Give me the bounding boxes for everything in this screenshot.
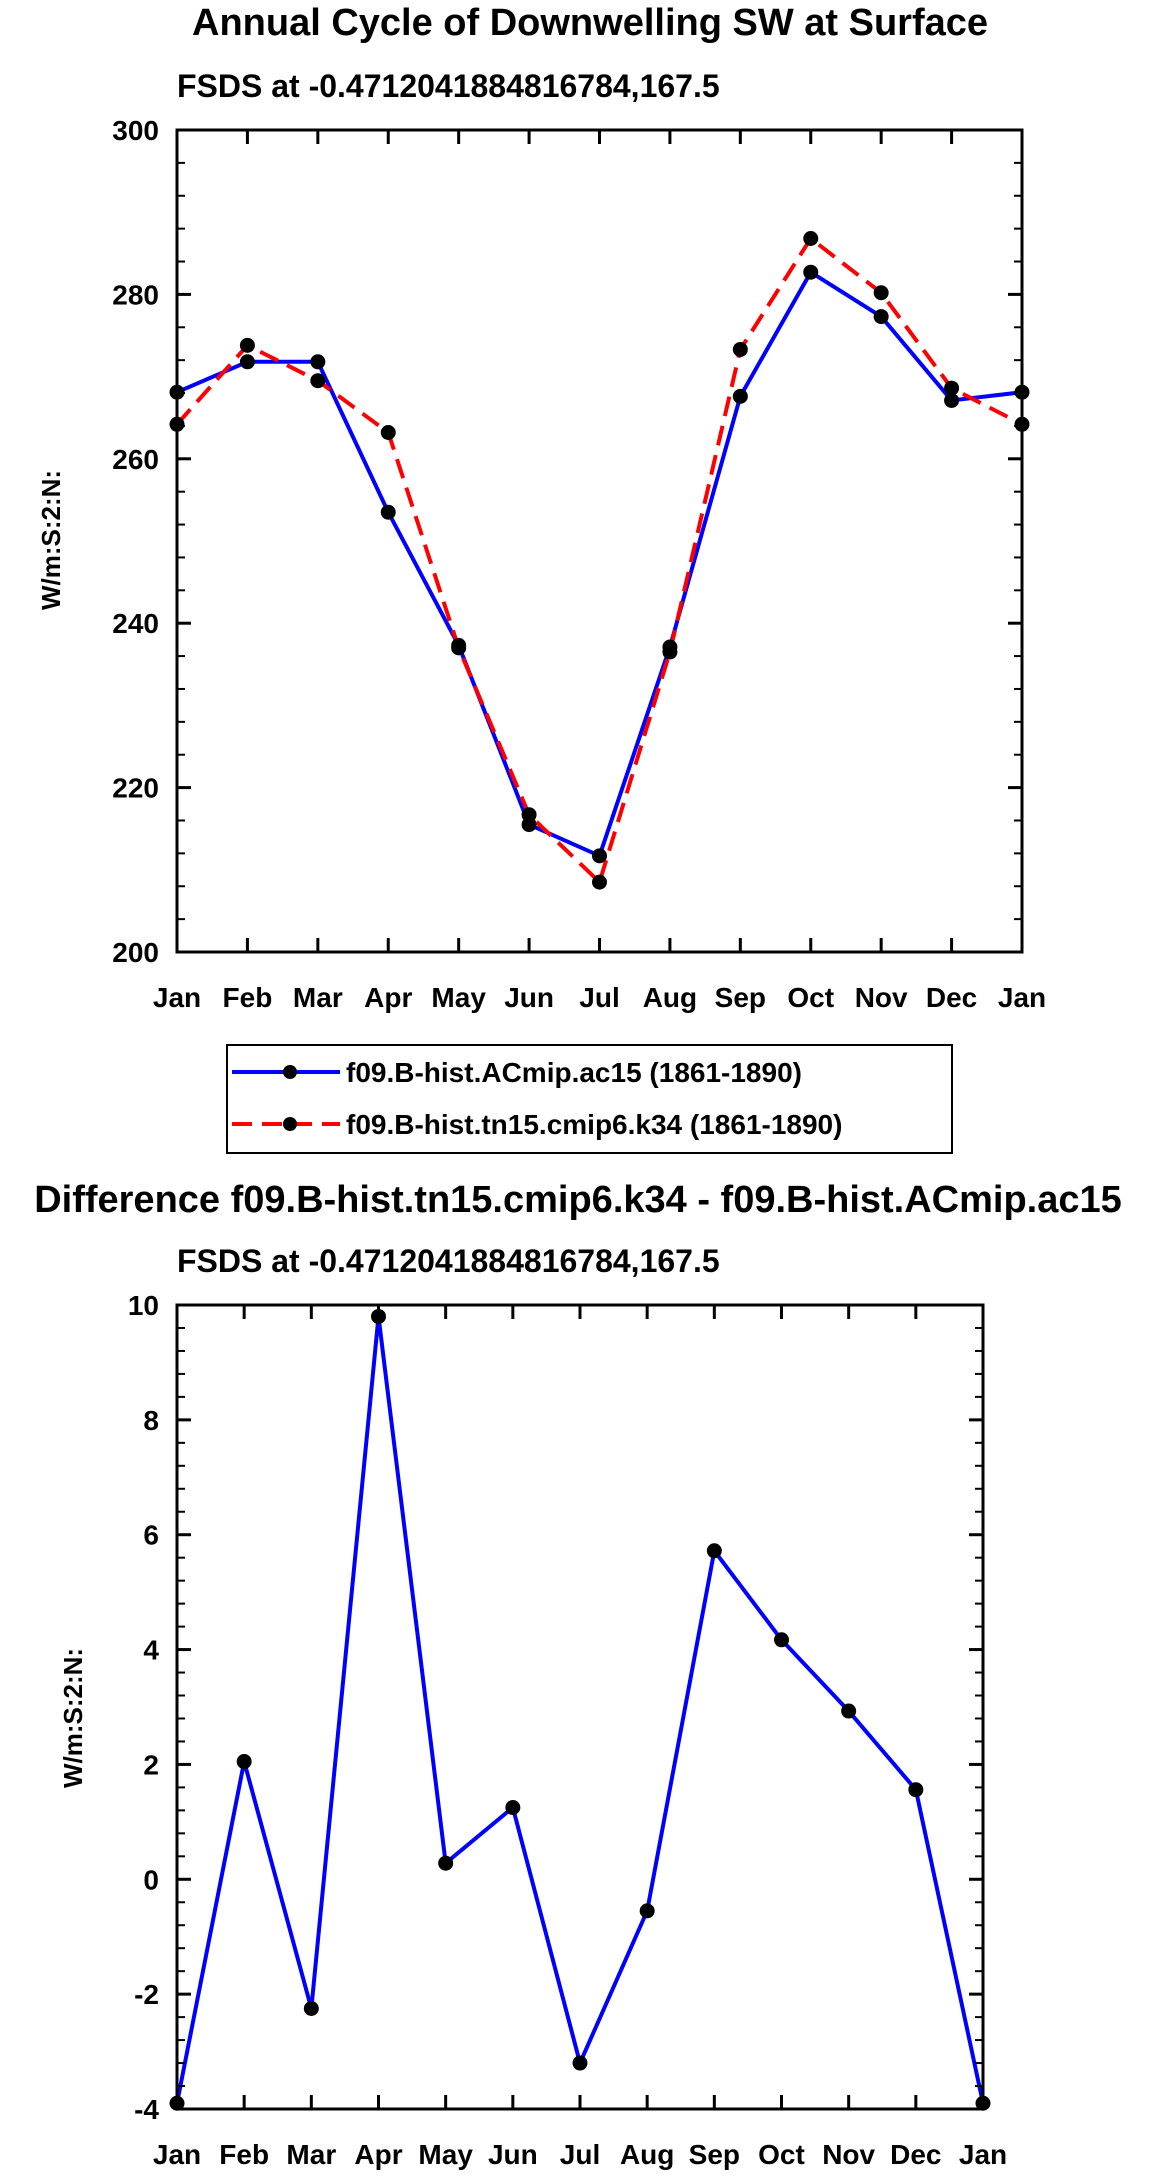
chart2-y-tick-label: 4 <box>143 1635 159 1666</box>
chart1-x-tick-label: Oct <box>787 982 834 1013</box>
chart2-plot-frame <box>175 1303 985 2111</box>
chart2-x-tick-label: Nov <box>822 2139 875 2170</box>
chart1-x-tick-label: Jan <box>153 982 201 1013</box>
legend-label-series2: f09.B-hist.tn15.cmip6.k34 (1861-1890) <box>346 1109 842 1140</box>
chart2-x-tick-label: Jul <box>560 2139 600 2170</box>
chart1-series1-point <box>732 388 748 404</box>
chart1-x-tick-label: Aug <box>643 982 697 1013</box>
chart2-series1-point <box>572 2055 588 2071</box>
chart1-series1-point <box>239 354 255 370</box>
chart1-y-tick-label: 260 <box>112 444 159 475</box>
chart2-y-tick-label: 6 <box>143 1520 159 1551</box>
chart1-y-tick-label: 240 <box>112 608 159 639</box>
chart2-y-axis-label: W/m:S:2:N: <box>58 1648 88 1788</box>
chart2-title: Difference f09.B-hist.tn15.cmip6.k34 - f… <box>34 1179 1122 1221</box>
chart1-series2-point <box>944 380 960 396</box>
chart1-x-tick-label: Dec <box>926 982 977 1013</box>
chart1-y-axis-label: W/m:S:2:N: <box>36 470 66 610</box>
chart2-x-tick-label: Jan <box>153 2139 201 2170</box>
chart2-series1-point <box>706 1543 722 1559</box>
chart2-series1-point <box>639 1903 655 1919</box>
chart1-x-tick-label: Nov <box>855 982 908 1013</box>
chart2-x-tick-label: Aug <box>620 2139 674 2170</box>
chart1-series2-point <box>380 424 396 440</box>
chart1-x-tick-label: Apr <box>364 982 412 1013</box>
chart1-title: Annual Cycle of Downwelling SW at Surfac… <box>192 2 988 44</box>
chart2-y-tick-label: 0 <box>143 1864 159 1895</box>
chart1-x-tick-label: Jan <box>998 982 1046 1013</box>
chart1-y-tick-label: 200 <box>112 937 159 968</box>
chart1-series2-point <box>803 231 819 247</box>
chart1-series1-point <box>873 309 889 325</box>
chart1-series2-point <box>310 373 326 389</box>
difference-chart: Difference f09.B-hist.tn15.cmip6.k34 - f… <box>34 1179 1122 2170</box>
chart2-y-tick-label: 2 <box>143 1749 159 1780</box>
chart1-plot-frame <box>175 128 1024 954</box>
chart1-series1-point <box>380 504 396 520</box>
chart2-series1-point <box>841 1703 857 1719</box>
chart1-y-tick-label: 220 <box>112 773 159 804</box>
chart2-x-tick-label: Apr <box>354 2139 402 2170</box>
chart1-series2-point <box>592 874 607 890</box>
legend-box <box>226 1044 953 1154</box>
chart2-subtitle: FSDS at -0.4712041884816784,167.5 <box>177 1243 720 1279</box>
chart2-series-line-1 <box>175 1314 985 2104</box>
chart2-y-tick-label: -2 <box>134 1979 159 2010</box>
chart1-x-tick-label: Mar <box>293 982 343 1013</box>
chart2-x-tick-label: Feb <box>219 2139 269 2170</box>
chart2-x-tick-label: Oct <box>758 2139 805 2170</box>
annual-cycle-chart: Annual Cycle of Downwelling SW at Surfac… <box>36 2 1046 1154</box>
chart1-x-tick-label: Jun <box>504 982 554 1013</box>
chart1-series1-point <box>592 848 607 864</box>
legend-label-series1: f09.B-hist.ACmip.ac15 (1861-1890) <box>346 1057 802 1088</box>
chart2-x-tick-label: Jun <box>488 2139 538 2170</box>
chart1-series1-point <box>803 264 819 280</box>
chart1-x-tick-label: Sep <box>715 982 766 1013</box>
chart2-series1-point <box>438 1855 454 1871</box>
chart2-series1-point <box>774 1632 789 1648</box>
chart1-x-tick-label: Feb <box>223 982 273 1013</box>
chart2-x-tick-label: Jan <box>959 2139 1007 2170</box>
chart1-series2-point <box>732 341 748 357</box>
chart1-series2-point <box>521 807 537 823</box>
chart1-x-tick-label: May <box>431 982 486 1013</box>
chart2-series1-point <box>303 2001 319 2016</box>
chart1-series2-point <box>873 285 889 301</box>
chart1-series2-point <box>451 640 467 656</box>
chart2-series1-point <box>505 1800 521 1815</box>
chart2-y-tick-label: 10 <box>128 1290 159 1321</box>
chart1-series1-point <box>944 392 960 408</box>
chart2-x-tick-label: Dec <box>890 2139 941 2170</box>
legend-marker-series2 <box>283 1117 297 1131</box>
chart2-series1-point <box>236 1754 252 1770</box>
chart1-series2-point <box>239 337 255 353</box>
legend-marker-series1 <box>283 1065 297 1079</box>
chart1-series-line-1 <box>176 270 1023 858</box>
chart1-subtitle: FSDS at -0.4712041884816784,167.5 <box>177 68 720 104</box>
chart1-y-tick-label: 300 <box>112 115 159 146</box>
chart1-series2-point <box>662 644 678 660</box>
chart1-legend: f09.B-hist.ACmip.ac15 (1861-1890) f09.B-… <box>226 1044 953 1154</box>
chart2-series1-point <box>908 1782 924 1798</box>
chart2-x-tick-label: Mar <box>286 2139 336 2170</box>
chart1-x-tick-label: Jul <box>579 982 619 1013</box>
chart2-y-tick-label: 8 <box>143 1405 159 1436</box>
chart2-x-tick-label: May <box>418 2139 473 2170</box>
chart2-x-tick-label: Sep <box>689 2139 740 2170</box>
chart1-y-tick-label: 280 <box>112 279 159 310</box>
chart2-y-tick-label: -4 <box>134 2094 159 2125</box>
chart1-series1-point <box>310 354 326 370</box>
